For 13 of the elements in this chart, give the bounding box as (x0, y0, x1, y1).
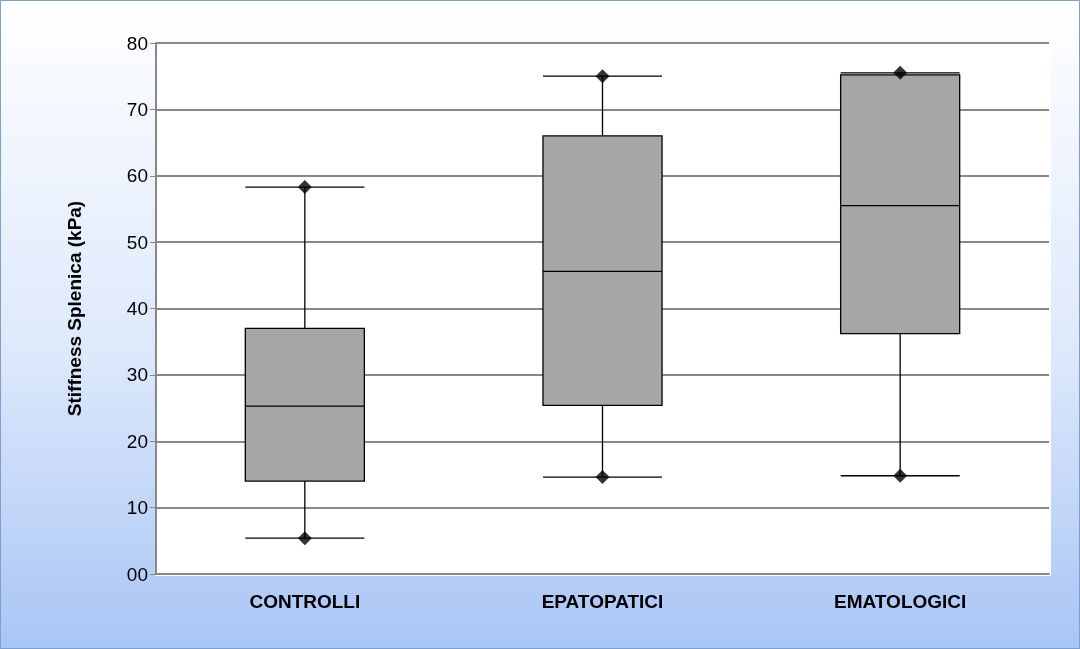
x-tick-label: CONTROLLI (249, 591, 361, 612)
y-axis-title: Stiffness Splenica (kPa) (64, 200, 85, 417)
y-tick-label: 30 (126, 364, 148, 386)
y-tick-label: 10 (126, 497, 148, 519)
x-tick-label: EPATOPATICI (541, 591, 664, 612)
y-tick-label: 80 (126, 32, 148, 54)
y-tick-label: 40 (126, 298, 148, 319)
y-tick-label: 00 (126, 563, 148, 585)
y-tick-label: 60 (126, 165, 148, 187)
y-tick-label: 50 (126, 231, 148, 253)
y-tick-label: 20 (126, 430, 148, 452)
x-tick-label: EMATOLOGICI (834, 591, 967, 612)
y-tick-label: 70 (126, 98, 148, 120)
